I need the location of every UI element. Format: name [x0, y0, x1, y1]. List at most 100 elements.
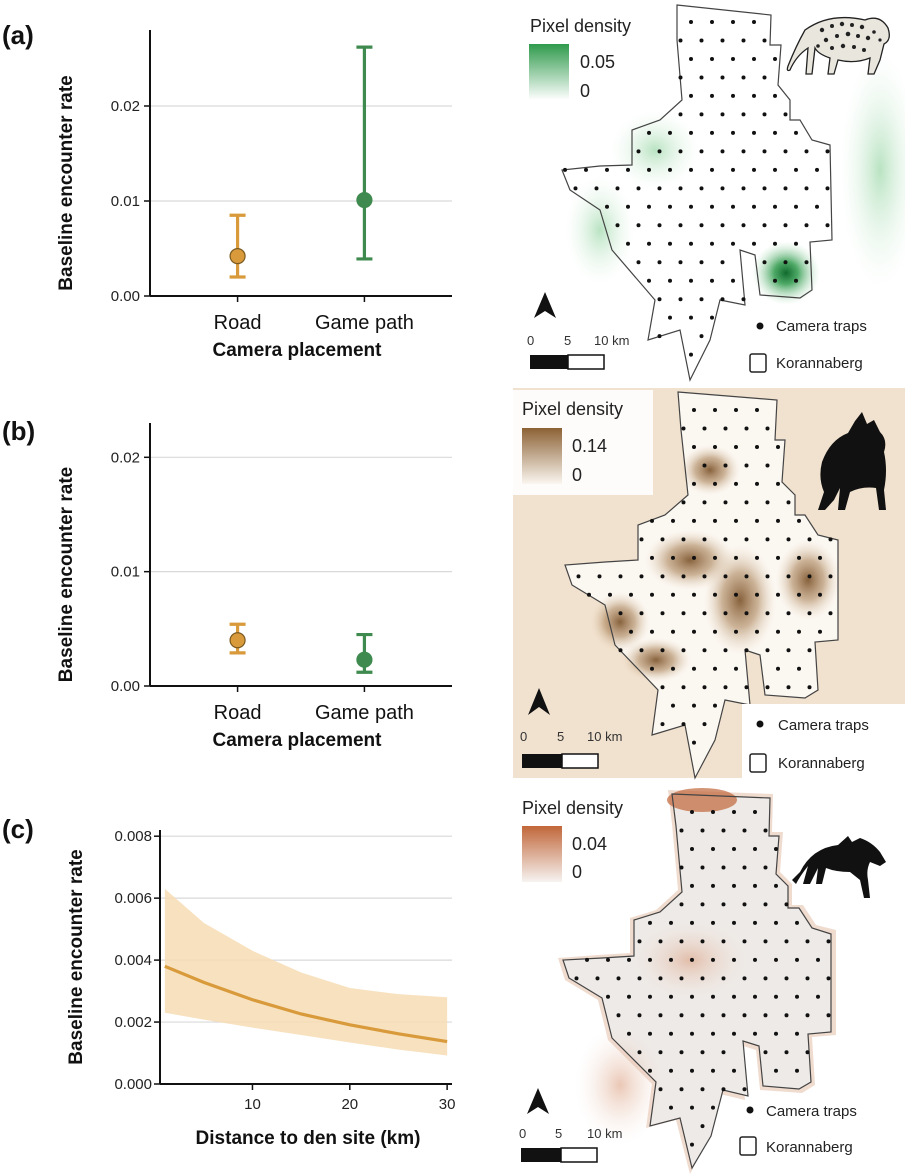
map-a-scale-bar-white	[567, 354, 605, 370]
map-c-camera-trap	[658, 939, 663, 944]
map-a-camera-trap	[741, 223, 746, 228]
map-c-camera-trap	[679, 902, 684, 907]
map-a-camera-trap	[731, 20, 735, 24]
map-b-camera-trap	[629, 592, 633, 597]
map-b-camera-trap	[723, 500, 728, 505]
map-c-camera-trap	[711, 810, 715, 814]
map-b-camera-trap	[786, 648, 791, 653]
map-c-density-3	[667, 788, 737, 812]
map-a-camera-trap	[815, 204, 819, 209]
map-c-camera-trap	[826, 939, 831, 944]
map-b-camera-trap	[618, 648, 623, 653]
map-a-camera-trap	[720, 223, 725, 228]
map-c-camera-trap	[711, 957, 715, 962]
map-b-camera-trap	[744, 537, 749, 542]
map-b-camera-trap	[807, 685, 812, 690]
map-b-camera-trap	[629, 629, 633, 634]
map-a-camera-trap	[563, 167, 567, 172]
map-b-camera-trap	[744, 463, 749, 468]
map-b-camera-trap	[723, 648, 728, 653]
map-c-camera-trap	[774, 1031, 778, 1036]
map-a-camera-trap	[731, 167, 735, 172]
map-c-camera-trap	[784, 939, 789, 944]
map-a-camera-trap	[731, 130, 735, 135]
map-c-camera-trap	[700, 1124, 705, 1129]
map-b-camera-trap	[692, 408, 696, 412]
map-b-camera-trap	[755, 555, 759, 560]
map-b-camera-trap	[734, 629, 738, 634]
map-a-camera-trap	[689, 130, 693, 135]
map-b-camera-trap	[587, 592, 591, 597]
map-a-camera-trap	[731, 56, 735, 61]
map-a-camera-trap	[668, 278, 672, 283]
map-a-camera-trap	[584, 167, 588, 172]
chart-c-ytick-label: 0.004	[114, 952, 152, 969]
map-c-camera-trap	[753, 810, 757, 814]
map-b-camera-trap	[713, 592, 717, 597]
map-c-camera-trap	[700, 828, 705, 833]
map-a-camera-trap	[804, 149, 809, 154]
map-b-legend-gradient	[522, 428, 562, 484]
map-b-camera-trap	[723, 685, 728, 690]
map-a-camera-trap	[773, 56, 777, 61]
chart-c-xlabel: Distance to den site (km)	[196, 1128, 421, 1149]
map-a-camera-trap	[731, 204, 735, 209]
chart-a-point-road	[229, 248, 246, 265]
chart-a-ytick-label: 0.01	[111, 193, 140, 210]
map-a-scale-5: 5	[564, 333, 571, 348]
map-a-camera-trap	[710, 204, 714, 209]
map-c-camera-trap	[721, 1087, 726, 1092]
map-c-key-area: Korannaberg	[766, 1139, 853, 1156]
map-a-camera-trap	[752, 241, 756, 246]
map-c-camera-trap	[774, 1068, 778, 1073]
map-c-density-1	[630, 920, 750, 1000]
map-a-camera-trap	[783, 112, 788, 117]
map-b-camera-trap	[692, 703, 696, 708]
map-b-camera-trap	[702, 463, 707, 468]
map-a-camera-trap	[741, 186, 746, 191]
map-a-camera-trap	[794, 278, 798, 283]
map-a-camera-trap	[636, 186, 641, 191]
map-b-key-camera: Camera traps	[778, 717, 869, 734]
map-b-camera-trap	[650, 592, 654, 597]
map-b-camera-trap	[755, 592, 759, 597]
map-b-camera-trap	[744, 611, 749, 616]
map-b-camera-trap	[639, 574, 644, 579]
map-a-camera-trap	[783, 186, 788, 191]
map-a-camera-trap	[773, 130, 777, 135]
map-b-camera-trap	[734, 518, 738, 523]
map-b-camera-trap	[702, 500, 707, 505]
map-b-camera-trap	[734, 408, 738, 412]
map-b-camera-trap	[713, 518, 717, 523]
map-a-camera-trap	[720, 260, 725, 265]
map-a-legend-title: Pixel density	[530, 16, 631, 36]
map-c-camera-trap	[732, 1068, 736, 1073]
map-a-camera-trap	[626, 241, 630, 246]
map-b-camera-trap	[681, 685, 686, 690]
map-c-camera-trap	[784, 976, 789, 981]
map-b-camera-trap	[681, 722, 686, 727]
map-c-camera-trap	[774, 957, 778, 962]
map-a-camera-trap	[762, 149, 767, 154]
map-c-camera-trap	[742, 1013, 747, 1018]
map-b-camera-traps	[576, 408, 833, 745]
map-b-camera-trap	[650, 629, 654, 634]
chart-a-ytick-label: 0.02	[111, 98, 140, 115]
map-b-legend-title: Pixel density	[522, 399, 623, 419]
map-c-camera-trap	[627, 994, 631, 999]
map-a-boundary	[561, 4, 833, 382]
map-b-scale-bar-white	[561, 753, 599, 769]
map-a-camera-trap	[731, 278, 735, 283]
map-c-camera-trap	[795, 957, 799, 962]
map-c-camera-trap	[690, 1105, 694, 1110]
map-a-camera-trap	[720, 38, 725, 43]
chart-b-xlabel: Camera placement	[213, 730, 383, 751]
map-a-camera-trap	[699, 186, 704, 191]
map-a-camera-trap	[668, 204, 672, 209]
map-a-camera-trap	[741, 38, 746, 43]
map-a-camera-trap	[783, 260, 788, 265]
map-b-camera-trap	[765, 648, 770, 653]
map-b-camera-trap	[786, 537, 791, 542]
map-c-camera-traps	[574, 810, 831, 1147]
map-a-camera-trap	[710, 167, 714, 172]
